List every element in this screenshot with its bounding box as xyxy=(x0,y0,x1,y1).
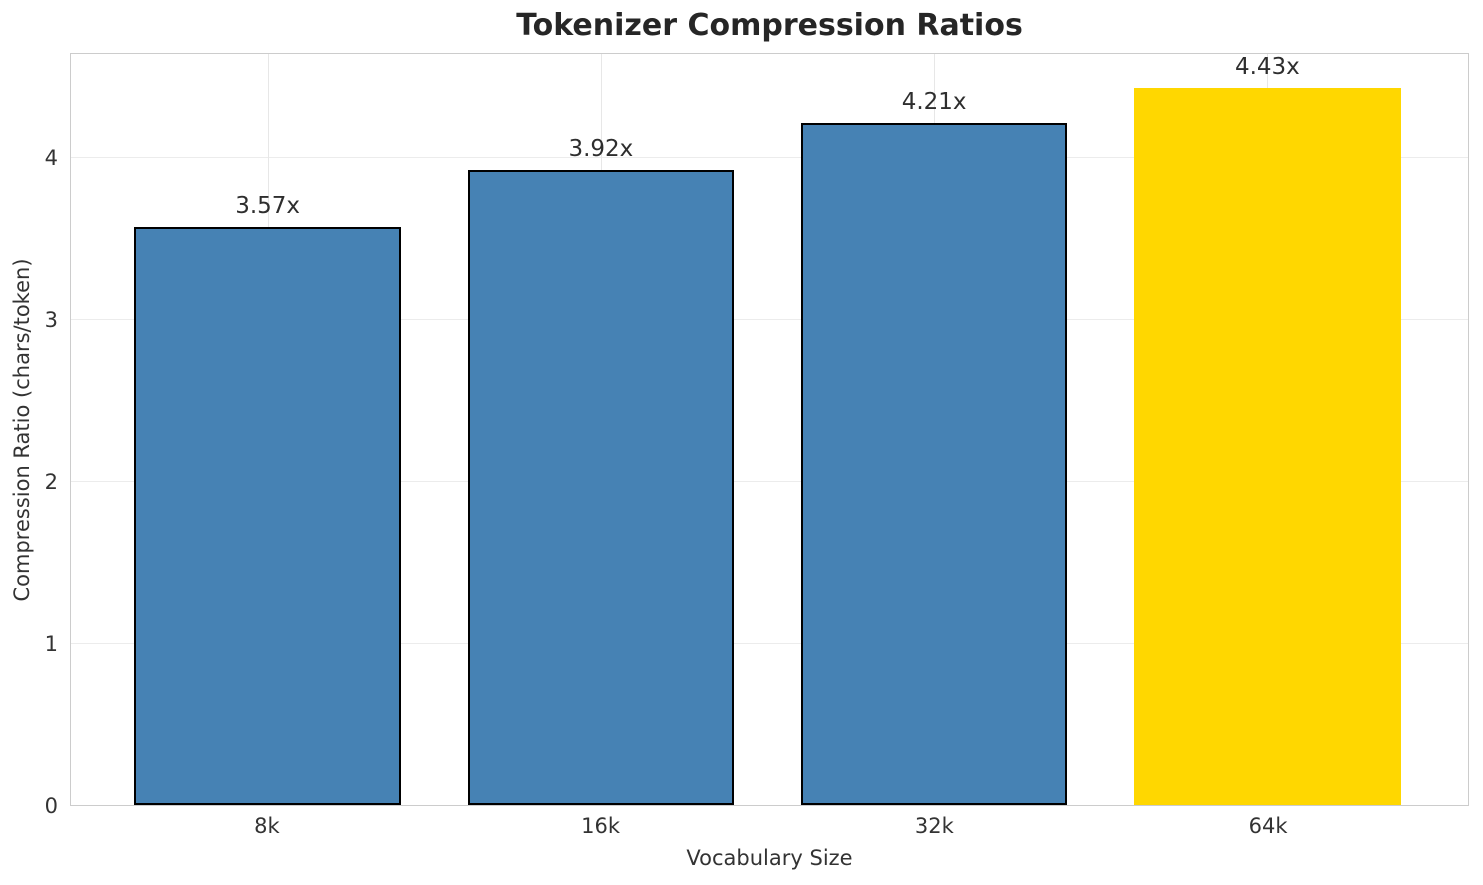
h-gridline-2 xyxy=(71,480,1468,482)
x-tick-label-16k: 16k xyxy=(581,814,621,838)
y-tick-label-4: 4 xyxy=(44,146,58,171)
bar-8k xyxy=(134,226,401,805)
bar-slot-32k: 4.21x xyxy=(768,54,1101,805)
bar-value-label-32k: 4.21x xyxy=(901,89,967,116)
plot-area: 3.57x 3.92x 4.21x 4.43x xyxy=(70,53,1469,806)
bar-value-label-64k: 4.43x xyxy=(1234,53,1300,80)
h-gridline-3 xyxy=(71,318,1468,320)
bar-value-label-8k: 3.57x xyxy=(235,192,301,219)
bar-slot-8k: 3.57x xyxy=(101,54,434,805)
chart-title: Tokenizer Compression Ratios xyxy=(516,8,1023,43)
y-tick-label-1: 1 xyxy=(44,632,58,657)
x-tick-label-8k: 8k xyxy=(254,814,280,838)
y-tick-label-0: 0 xyxy=(44,794,58,818)
bar-64k-highlighted xyxy=(1134,87,1401,805)
x-tick-label-64k: 64k xyxy=(1248,814,1288,838)
y-tick-label-2: 2 xyxy=(44,470,58,495)
y-tick-label-3: 3 xyxy=(44,308,58,333)
bar-slot-64k: 4.43x xyxy=(1101,54,1434,805)
bars-layer: 3.57x 3.92x 4.21x 4.43x xyxy=(71,54,1468,805)
h-gridline-1 xyxy=(71,642,1468,644)
bar-slot-16k: 3.92x xyxy=(434,54,767,805)
bar-16k xyxy=(467,170,735,805)
x-axis-label: Vocabulary Size xyxy=(686,846,853,870)
bar-32k xyxy=(800,123,1068,805)
x-tick-label-32k: 32k xyxy=(914,814,954,838)
h-gridline-4 xyxy=(71,156,1468,158)
bar-value-label-16k: 3.92x xyxy=(568,136,634,163)
x-axis-ticks: 8k 16k 32k 64k xyxy=(70,810,1469,842)
